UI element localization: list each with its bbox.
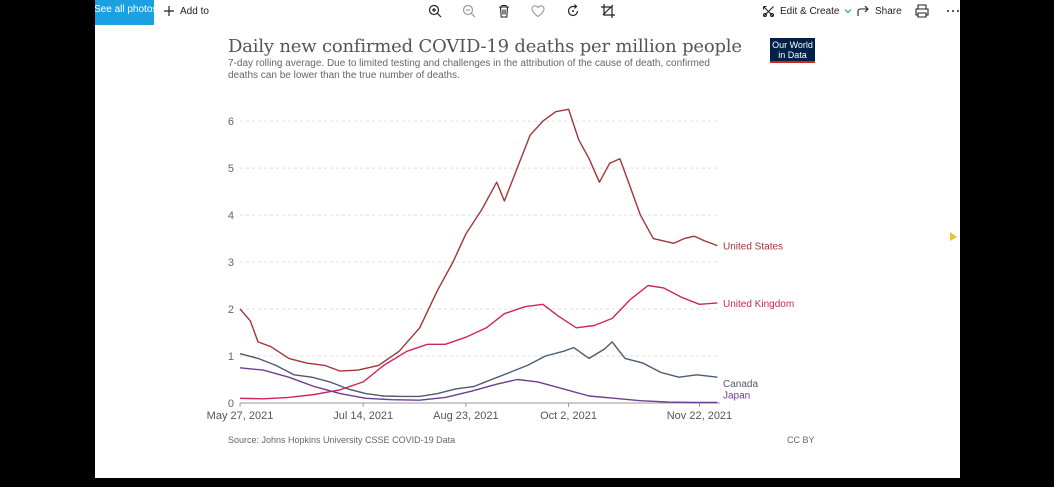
y-tick-label: 6	[228, 116, 234, 128]
series-line-canada	[239, 341, 718, 398]
share-label: Share	[875, 5, 902, 17]
plus-icon	[164, 6, 174, 16]
print-icon[interactable]	[914, 3, 930, 19]
y-tick-label: 4	[228, 210, 234, 222]
logo-line-2: in Data	[778, 50, 807, 60]
y-tick-label: 0	[228, 398, 234, 410]
share-button[interactable]: Share	[857, 2, 902, 20]
chart-image: 0 1 2 3 4 5 6 May 27, 2021 Jul 14, 2021 Aug 23, 2…	[95, 25, 960, 455]
toolbar: See all photos Add to Edit & Create Shar…	[95, 0, 960, 25]
more-icon[interactable]	[945, 3, 960, 19]
edit-create-label: Edit & Create	[780, 5, 840, 17]
y-tick-label: 3	[228, 257, 234, 269]
next-arrow-icon[interactable]	[947, 223, 961, 249]
x-tick-label: Aug 23, 2021	[433, 410, 498, 422]
add-to-label: Add to	[180, 5, 209, 17]
series-label-canada: Canada	[723, 379, 758, 390]
source-text: Source: Johns Hopkins University CSSE CO…	[228, 435, 456, 445]
series-line-japan	[239, 367, 718, 404]
zoom-out-icon[interactable]	[461, 3, 477, 19]
delete-icon[interactable]	[496, 3, 512, 19]
edit-create-button[interactable]: Edit & Create	[762, 2, 852, 20]
edit-create-icon	[762, 5, 774, 17]
y-tick-label: 1	[228, 351, 234, 363]
photo-viewer[interactable]: See all photos Add to Edit & Create Shar…	[95, 0, 960, 478]
y-tick-label: 2	[228, 304, 234, 316]
rotate-icon[interactable]	[565, 3, 581, 19]
series-line-united-states	[239, 108, 718, 372]
see-all-photos-button[interactable]: See all photos	[95, 0, 154, 25]
y-tick-label: 5	[228, 163, 234, 175]
fullscreen-icon[interactable]	[946, 456, 958, 468]
logo-line-1: Our World	[772, 40, 813, 50]
x-tick-label: May 27, 2021	[207, 410, 274, 422]
license-text: CC BY	[787, 435, 815, 445]
series-line-united-kingdom	[239, 284, 718, 400]
add-to-button[interactable]: Add to	[163, 2, 209, 20]
chart-subtitle: 7-day rolling average. Due to limited te…	[228, 58, 710, 81]
chevron-down-icon	[845, 9, 852, 14]
zoom-in-icon[interactable]	[427, 3, 443, 19]
line-chart: 0 1 2 3 4 5 6 May 27, 2021 Jul 14, 2021 Aug 23, 2…	[207, 108, 794, 422]
crop-icon[interactable]	[600, 3, 616, 19]
x-tick-label: Oct 2, 2021	[540, 410, 597, 422]
share-icon	[857, 5, 869, 16]
x-tick-label: Jul 14, 2021	[333, 410, 393, 422]
chart-title: Daily new confirmed COVID-19 deaths per …	[228, 36, 742, 57]
series-label-japan: Japan	[723, 391, 750, 402]
owid-logo: Our World in Data	[770, 38, 815, 63]
x-tick-label: Nov 22, 2021	[667, 410, 732, 422]
heart-icon[interactable]	[530, 3, 546, 19]
series-label-united-states: United States	[723, 242, 783, 253]
series-label-united-kingdom: United Kingdom	[723, 299, 794, 310]
